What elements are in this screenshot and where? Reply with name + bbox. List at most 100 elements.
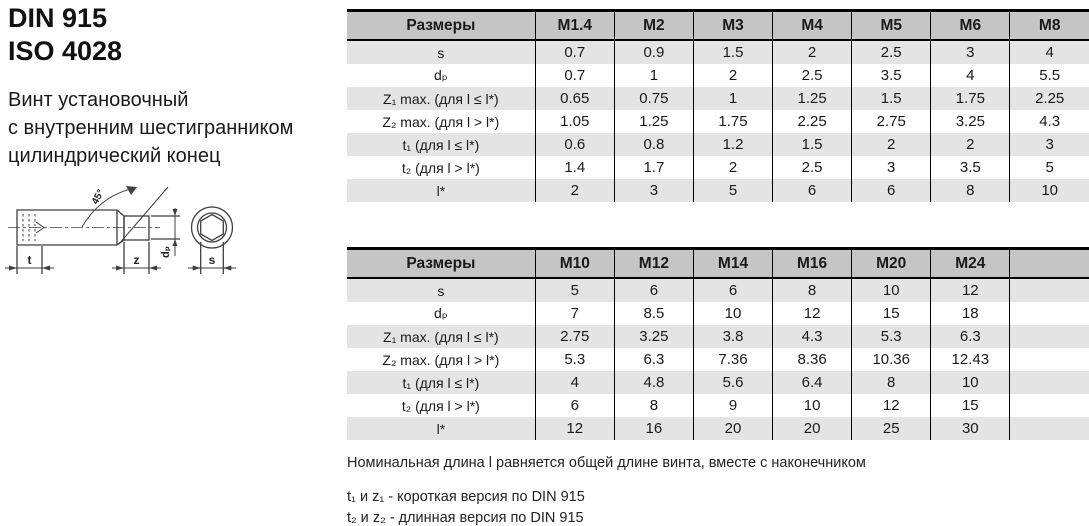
- value-cell: 4.3: [772, 325, 852, 348]
- value-cell: 1.25: [772, 87, 852, 110]
- angle-arc: [81, 187, 135, 228]
- row-label: Z₂ max. (для l > l*): [382, 351, 500, 368]
- row-label: Z₁ max. (для l ≤ l*): [383, 328, 499, 345]
- value-cell: 8: [613, 394, 694, 417]
- value-cell: 5.3: [851, 325, 931, 348]
- size-column-header: M20: [851, 248, 931, 279]
- value-cell: 2: [534, 179, 615, 202]
- value-cell: 10: [692, 302, 773, 325]
- value-cell: 3.5: [851, 64, 931, 87]
- value-cell: 0.6: [534, 133, 615, 156]
- sizes-header-cell: Размеры: [347, 10, 536, 41]
- value-cell: 0.65: [534, 87, 615, 110]
- table-row: Z₂ max. (для l > l*) 5.3 6.3 7.36 8.36 10.36 1…: [347, 348, 1089, 371]
- row-label: dₚ: [433, 67, 448, 83]
- standard-din915: DIN 915: [8, 3, 108, 33]
- value-cell: 1.75: [930, 87, 1010, 110]
- size-column-header: M10: [534, 248, 615, 279]
- dog-point-outline: [123, 215, 150, 241]
- value-cell: 4: [930, 64, 1010, 87]
- size-column-header: M2: [613, 10, 694, 41]
- note-nominal-length: Номинальная длина l равняется общей длин…: [347, 455, 866, 471]
- value-cell: 1.25: [613, 110, 694, 133]
- screw-end-view: [188, 206, 236, 274]
- note-short-version: t₁ и z₁ - короткая версия по DIN 915: [347, 489, 585, 505]
- value-cell: 16: [613, 417, 694, 440]
- value-cell: 4: [534, 371, 615, 394]
- value-cell: 1.7: [613, 156, 694, 179]
- row-label: Z₁ max. (для l ≤ l*): [383, 90, 499, 107]
- value-cell: 30: [930, 417, 1010, 440]
- size-column-header: M5: [851, 10, 931, 41]
- value-cell: 12: [930, 278, 1010, 302]
- value-cell: 8.36: [772, 348, 852, 371]
- row-label: l*: [436, 420, 446, 437]
- angle-dimension-label: 45°: [90, 188, 107, 207]
- value-cell: 10: [930, 371, 1010, 394]
- value-cell: 3.25: [613, 325, 694, 348]
- value-cell: 12.43: [930, 348, 1010, 371]
- hex-socket-outline: [200, 213, 224, 242]
- value-cell: [1009, 394, 1089, 417]
- row-label: l*: [436, 182, 446, 199]
- point-diameter-label: dₚ: [160, 246, 172, 258]
- description-line-1: Винт установочный: [8, 89, 189, 111]
- header-row: Размеры M1.4 M2 M3 M4 M5 M6 M8: [347, 10, 1089, 41]
- value-cell: 20: [692, 417, 773, 440]
- set-screw-technical-drawing: 45° t z dₚ s: [5, 186, 236, 274]
- value-cell: 5.6: [692, 371, 773, 394]
- value-cell: 1.75: [692, 110, 773, 133]
- row-label: Z₂ max. (для l > l*): [382, 113, 500, 130]
- size-column-header: M16: [772, 248, 852, 279]
- angle-arrowhead: [126, 186, 137, 195]
- size-column-header: M3: [692, 10, 773, 41]
- value-cell: 8: [930, 179, 1010, 202]
- value-cell: 4.3: [1009, 110, 1089, 133]
- size-column-header: M6: [930, 10, 1010, 41]
- socket-depth-label: t: [28, 253, 32, 267]
- dimensions-table-m10-to-m24: Размеры M10 M12 M14 M16 M20 M24 s 5 6 6 8 10 12 dₚ 7 8.5…: [347, 247, 1089, 440]
- row-label: dₚ: [433, 305, 448, 321]
- value-cell: 6: [851, 179, 931, 202]
- value-cell: 2.5: [772, 156, 852, 179]
- value-cell: 12: [534, 417, 615, 440]
- value-cell: [1009, 278, 1089, 302]
- description-line-3: цилиндрический конец: [8, 145, 221, 167]
- value-cell: 0.7: [534, 40, 615, 64]
- dimension-tables: Размеры M1.4 M2 M3 M4 M5 M6 M8 s 0.7 0.9 1.5 2 2.5 3 4 d…: [347, 9, 1089, 526]
- value-cell: 3.25: [930, 110, 1010, 133]
- value-cell: 1: [692, 87, 773, 110]
- value-cell: 1.2: [692, 133, 773, 156]
- table-row: t₁ (для l ≤ l*) 0.6 0.8 1.2 1.5 2 2 3: [347, 133, 1089, 156]
- value-cell: 2: [851, 133, 931, 156]
- value-cell: 6.3: [930, 325, 1010, 348]
- row-label: t₂ (для l > l*): [401, 159, 480, 176]
- outer-diameter-circle: [190, 206, 234, 249]
- value-cell: 6.4: [772, 371, 852, 394]
- table-row: Z₁ max. (для l ≤ l*) 2.75 3.25 3.8 4.3 5.3 6.3: [347, 325, 1089, 348]
- value-cell: 3: [930, 40, 1010, 64]
- standard-iso4028: ISO 4028: [8, 36, 123, 66]
- value-cell: 2.25: [1009, 87, 1089, 110]
- standards-block: DIN 915 ISO 4028: [8, 2, 122, 68]
- value-cell: 15: [851, 302, 931, 325]
- size-column-header: M24: [930, 248, 1010, 279]
- value-cell: 1: [613, 64, 694, 87]
- value-cell: 5.5: [1009, 64, 1089, 87]
- value-cell: 2: [930, 133, 1010, 156]
- product-description: Винт установочный с внутренним шестигран…: [8, 86, 293, 170]
- value-cell: 10: [1009, 179, 1089, 202]
- table-row: s 5 6 6 8 10 12: [347, 278, 1089, 302]
- table-row: s 0.7 0.9 1.5 2 2.5 3 4: [347, 40, 1089, 64]
- chamfer-extension-line: [118, 186, 169, 245]
- value-cell: [1009, 371, 1089, 394]
- screw-side-view: [5, 186, 180, 274]
- value-cell: 10.36: [851, 348, 931, 371]
- size-column-header: M1.4: [534, 10, 615, 41]
- socket-circle: [196, 212, 228, 243]
- value-cell: 2: [692, 156, 773, 179]
- value-cell: 1.5: [772, 133, 852, 156]
- value-cell: 3: [1009, 133, 1089, 156]
- value-cell: 25: [851, 417, 931, 440]
